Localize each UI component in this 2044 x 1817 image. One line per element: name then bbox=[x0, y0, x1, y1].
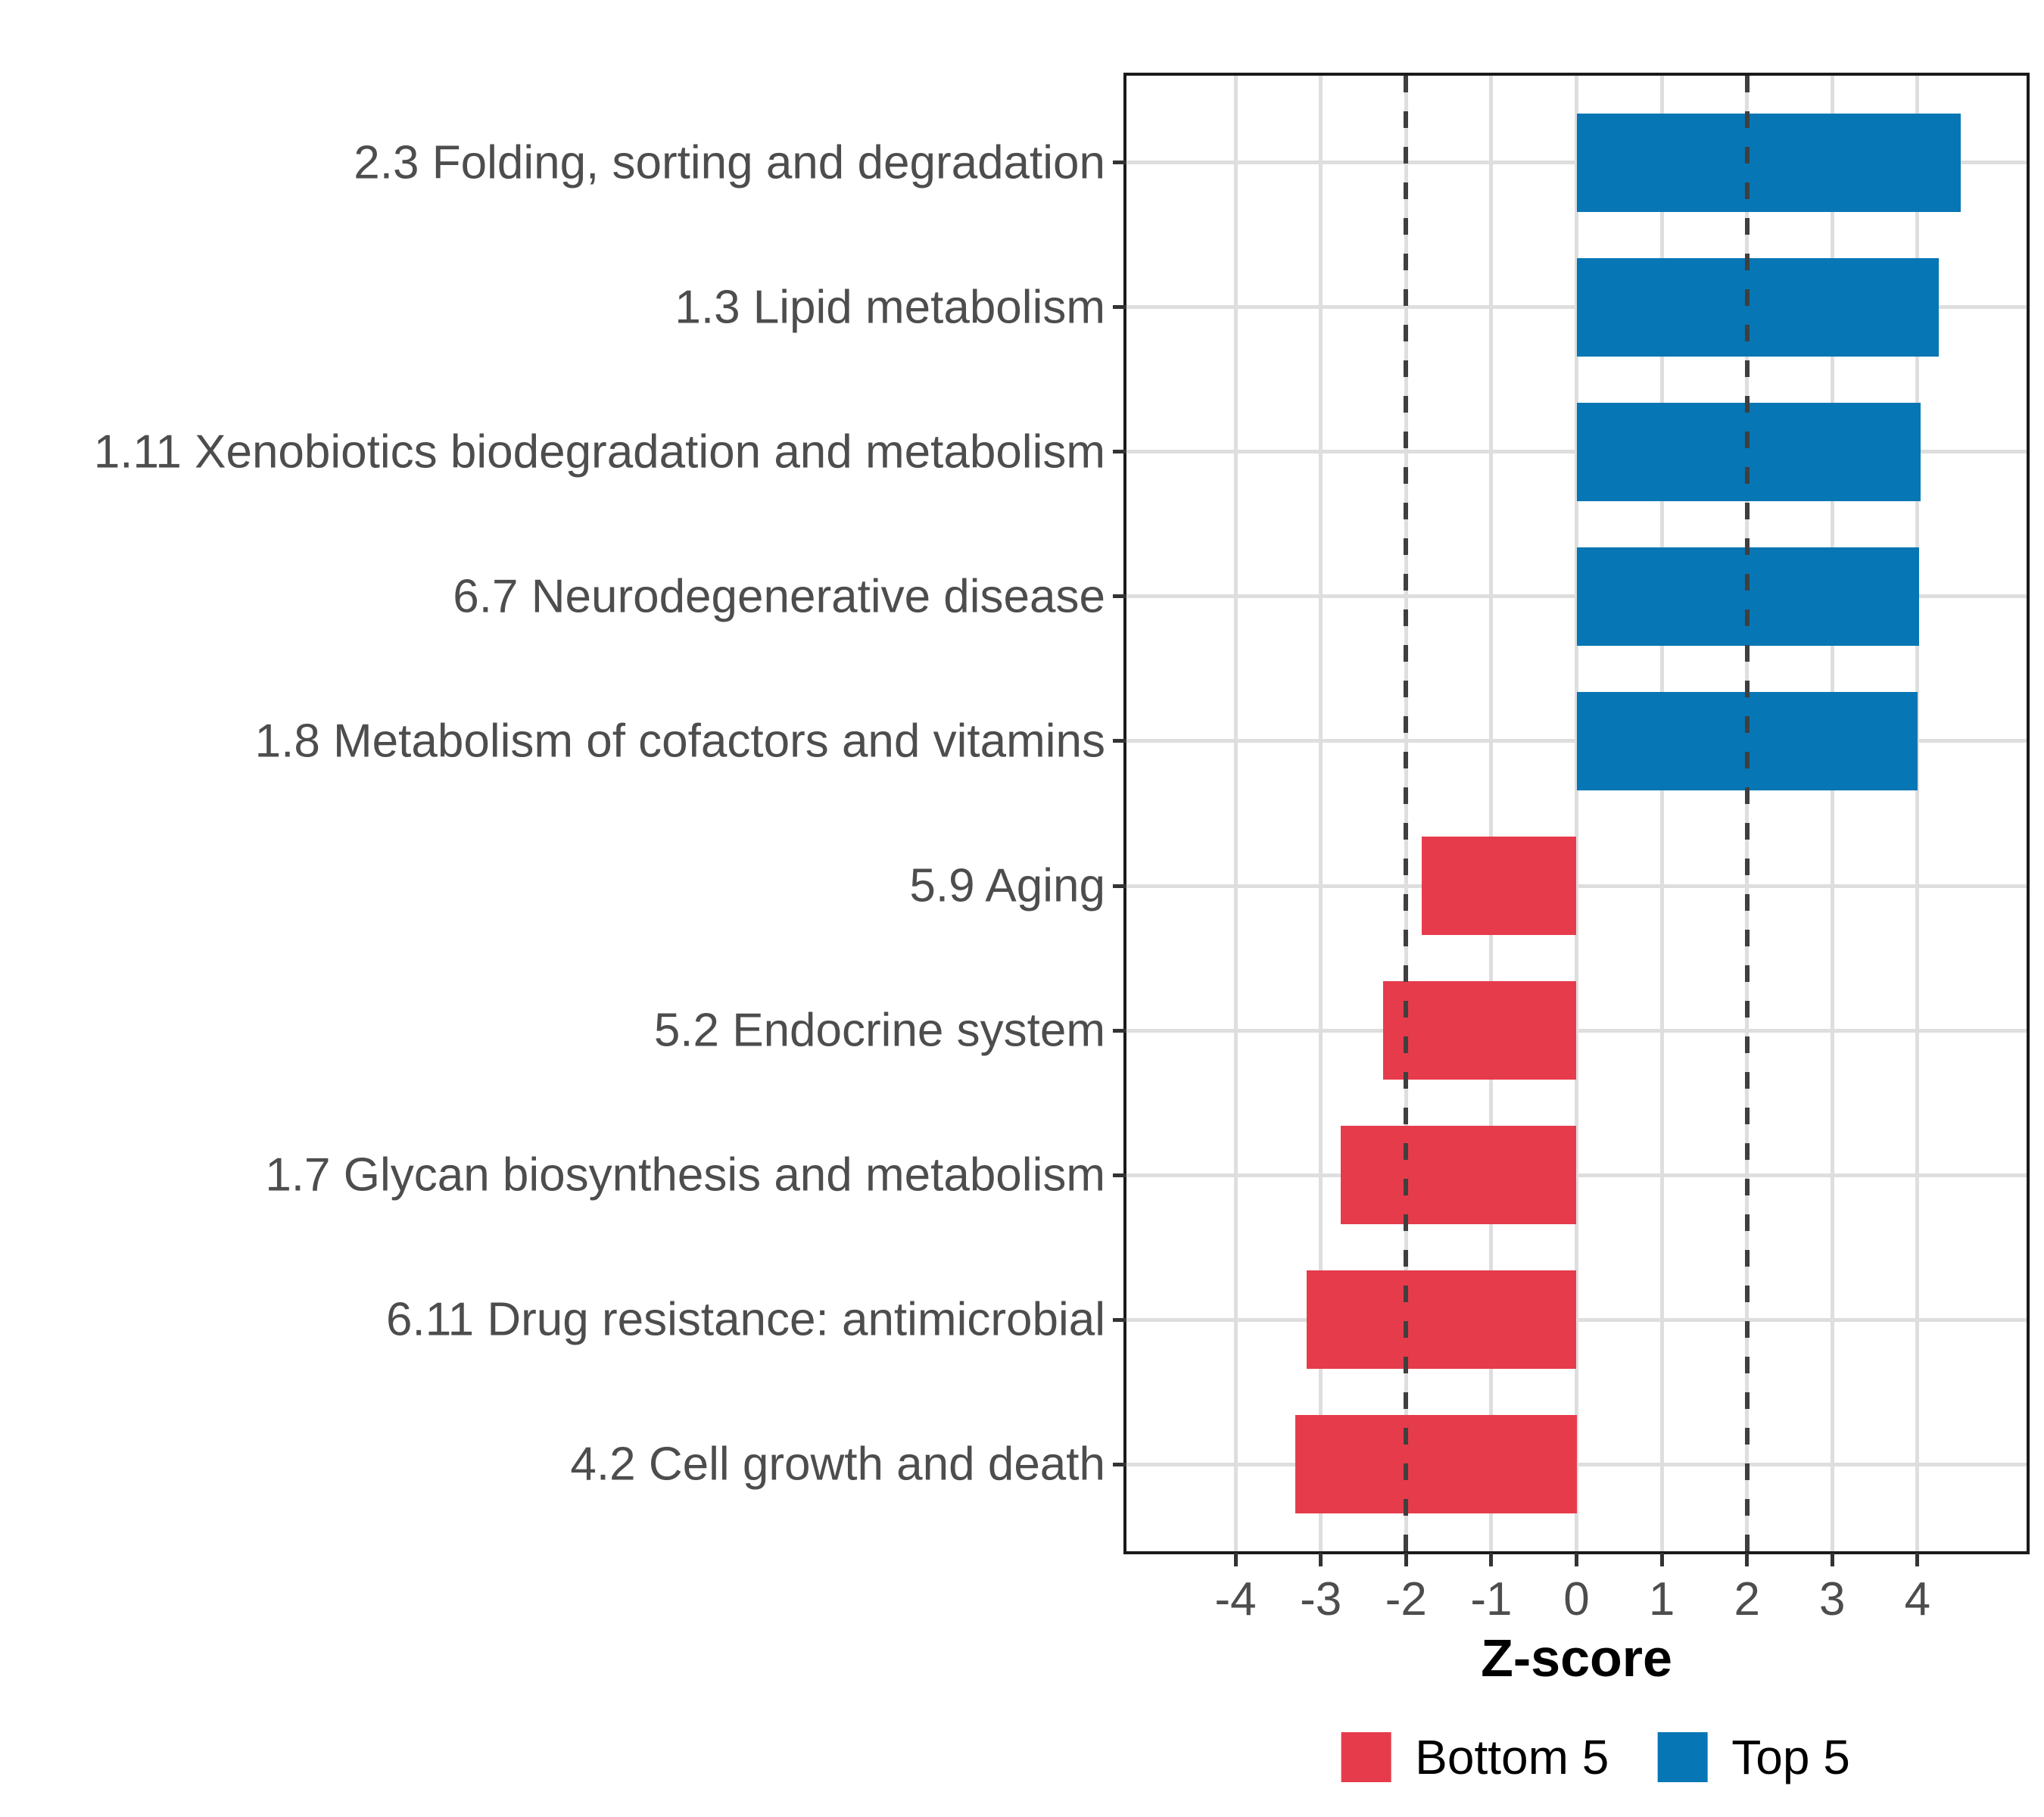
x-tick-label: 3 bbox=[1819, 1573, 1846, 1625]
x-tick-label: 4 bbox=[1904, 1573, 1931, 1625]
x-tick-mark bbox=[1489, 1553, 1494, 1566]
x-tick-label: -1 bbox=[1470, 1573, 1513, 1625]
x-tick-mark bbox=[1915, 1553, 1920, 1566]
legend-item-top5: Top 5 bbox=[1657, 1729, 1850, 1785]
y-axis-label: 1.3 Lipid metabolism bbox=[675, 281, 1105, 334]
y-axis-label: 1.7 Glycan biosynthesis and metabolism bbox=[265, 1148, 1105, 1201]
x-tick-mark bbox=[1233, 1553, 1238, 1566]
legend: Bottom 5 Top 5 bbox=[1341, 1729, 1850, 1785]
y-axis-label: 1.8 Metabolism of cofactors and vitamins bbox=[254, 715, 1105, 768]
legend-label-top5: Top 5 bbox=[1731, 1730, 1850, 1784]
x-tick-mark bbox=[1745, 1553, 1750, 1566]
y-axis-label: 6.11 Drug resistance: antimicrobial bbox=[386, 1293, 1105, 1346]
x-tick-label: 1 bbox=[1648, 1573, 1675, 1625]
y-axis-label: 4.2 Cell growth and death bbox=[570, 1438, 1105, 1491]
panel-border bbox=[1123, 73, 2030, 1554]
legend-swatch-top5 bbox=[1657, 1732, 1708, 1782]
y-axis-label: 6.7 Neurodegenerative disease bbox=[453, 570, 1105, 623]
x-tick-mark bbox=[1575, 1553, 1578, 1566]
x-tick-label: -4 bbox=[1214, 1573, 1257, 1625]
x-axis-title: Z-score bbox=[1481, 1628, 1672, 1688]
x-tick-mark bbox=[1404, 1553, 1408, 1566]
legend-swatch-bottom5 bbox=[1341, 1732, 1391, 1782]
y-axis-label: 5.9 Aging bbox=[909, 859, 1105, 912]
legend-item-bottom5: Bottom 5 bbox=[1341, 1729, 1609, 1785]
x-tick-label: -2 bbox=[1385, 1573, 1427, 1625]
x-tick-mark bbox=[1659, 1553, 1664, 1566]
x-tick-label: 2 bbox=[1734, 1573, 1760, 1625]
y-axis-label: 2.3 Folding, sorting and degradation bbox=[354, 136, 1105, 189]
y-axis-label: 5.2 Endocrine system bbox=[653, 1004, 1105, 1057]
x-tick-mark bbox=[1319, 1553, 1323, 1566]
y-axis-label: 1.11 Xenobiotics biodegradation and meta… bbox=[93, 425, 1105, 478]
x-tick-label: 0 bbox=[1563, 1573, 1590, 1625]
legend-label-bottom5: Bottom 5 bbox=[1415, 1730, 1609, 1784]
x-tick-mark bbox=[1830, 1553, 1834, 1566]
x-tick-label: -3 bbox=[1300, 1573, 1342, 1625]
